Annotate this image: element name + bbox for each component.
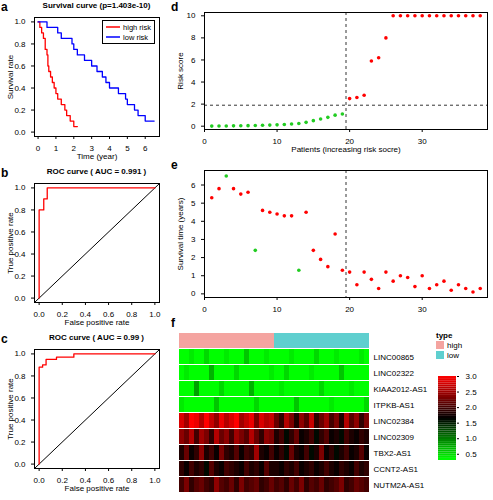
svg-text:30: 30 — [418, 137, 427, 146]
svg-text:0.0: 0.0 — [14, 128, 26, 137]
svg-text:0.8: 0.8 — [126, 476, 138, 486]
svg-text:1: 1 — [191, 271, 196, 280]
svg-text:0.2: 0.2 — [56, 476, 68, 486]
svg-text:1.0: 1.0 — [149, 310, 161, 319]
html-text:b: b — [1, 166, 9, 180]
svg-text:True positive rate: True positive rate — [6, 212, 15, 274]
svg-text:10: 10 — [187, 11, 196, 20]
svg-text:Patients (increasing risk socr: Patients (increasing risk socre) — [291, 145, 401, 154]
svg-text:0.6: 0.6 — [14, 228, 26, 237]
svg-text:10: 10 — [273, 137, 282, 146]
svg-text:LINC00865: LINC00865 — [374, 353, 415, 362]
svg-text:0.6: 0.6 — [103, 310, 115, 320]
svg-text:0.2: 0.2 — [14, 106, 26, 115]
html-text:Survival curve (p=1.403e-10): Survival curve (p=1.403e-10) — [42, 1, 151, 10]
svg-text:20: 20 — [345, 305, 354, 314]
html-text:ROC curve ( AUC = 0.99 ): ROC curve ( AUC = 0.99 ) — [49, 333, 144, 342]
svg-text:20: 20 — [345, 137, 355, 147]
html-text:a: a — [1, 0, 8, 14]
html-text:high risk: high risk — [123, 22, 151, 32]
html-text:c: c — [1, 332, 8, 346]
svg-text:1.0: 1.0 — [14, 349, 26, 358]
svg-text:0.6: 0.6 — [14, 394, 26, 403]
html-text:ROC curve ( AUC = 0.991 ): ROC curve ( AUC = 0.991 ) — [46, 167, 147, 176]
svg-text:0.0: 0.0 — [14, 460, 26, 469]
svg-text:0.0: 0.0 — [34, 476, 46, 485]
svg-text:0.4: 0.4 — [79, 310, 91, 320]
svg-text:6: 6 — [191, 56, 196, 65]
svg-text:0.8: 0.8 — [126, 310, 138, 320]
svg-text:0.5: 0.5 — [466, 450, 478, 459]
svg-text:0.2: 0.2 — [56, 310, 68, 320]
svg-text:Survival time (years): Survival time (years) — [176, 197, 185, 270]
svg-text:0.8: 0.8 — [14, 372, 26, 381]
svg-text:0.0: 0.0 — [34, 310, 46, 319]
html-text:f: f — [171, 316, 175, 330]
svg-text:ITPKB-AS1: ITPKB-AS1 — [374, 401, 415, 410]
svg-text:0.4: 0.4 — [14, 250, 26, 259]
svg-text:3: 3 — [191, 235, 196, 244]
svg-text:1.5: 1.5 — [466, 419, 478, 428]
svg-text:6: 6 — [143, 144, 148, 153]
html-text:high: high — [447, 340, 463, 350]
svg-text:Survival rate: Survival rate — [6, 54, 15, 99]
html-text:e: e — [171, 158, 178, 172]
svg-text:1: 1 — [54, 144, 59, 153]
svg-text:LINC02322: LINC02322 — [374, 369, 415, 378]
svg-text:False positive rate: False positive rate — [65, 318, 130, 327]
svg-text:TBX2-AS1: TBX2-AS1 — [374, 449, 412, 458]
svg-text:NUTM2A-AS1: NUTM2A-AS1 — [374, 481, 425, 490]
svg-text:4: 4 — [107, 144, 112, 154]
svg-text:6: 6 — [191, 181, 196, 190]
svg-text:1.0: 1.0 — [149, 476, 161, 485]
svg-text:5: 5 — [125, 144, 130, 153]
svg-text:CCNT2-AS1: CCNT2-AS1 — [374, 465, 419, 474]
svg-text:1.0: 1.0 — [466, 434, 478, 443]
svg-text:LINC02384: LINC02384 — [374, 417, 415, 426]
svg-text:0.6: 0.6 — [14, 62, 26, 71]
svg-text:0: 0 — [202, 137, 207, 146]
svg-text:2.0: 2.0 — [466, 403, 478, 412]
svg-text:3.0: 3.0 — [466, 372, 478, 381]
svg-text:4: 4 — [191, 78, 196, 87]
svg-text:30: 30 — [418, 305, 427, 314]
svg-text:Time (year): Time (year) — [77, 152, 118, 161]
svg-text:1.0: 1.0 — [14, 17, 26, 26]
html-text:type: type — [436, 330, 453, 340]
svg-text:0.6: 0.6 — [103, 476, 115, 486]
svg-text:0: 0 — [191, 289, 196, 298]
svg-text:Risk score: Risk score — [176, 52, 185, 90]
svg-text:0.2: 0.2 — [14, 438, 26, 447]
html-text:low risk: low risk — [123, 32, 149, 42]
svg-text:2.5: 2.5 — [466, 388, 478, 397]
svg-text:0.4: 0.4 — [14, 416, 26, 425]
svg-text:0: 0 — [202, 305, 207, 314]
svg-text:4: 4 — [191, 217, 196, 226]
svg-text:0.4: 0.4 — [14, 84, 26, 93]
svg-text:1.0: 1.0 — [14, 183, 26, 192]
svg-text:10: 10 — [273, 305, 282, 314]
svg-text:0.8: 0.8 — [14, 206, 26, 215]
svg-text:0.8: 0.8 — [14, 40, 26, 49]
svg-text:0.2: 0.2 — [14, 272, 26, 281]
svg-text:0: 0 — [191, 122, 196, 131]
svg-text:False positive rate: False positive rate — [65, 484, 130, 493]
svg-text:LINC02309: LINC02309 — [374, 433, 415, 442]
svg-text:2: 2 — [71, 144, 76, 154]
html-text:d: d — [171, 0, 179, 14]
svg-text:8: 8 — [191, 33, 196, 42]
html-text:low: low — [447, 350, 459, 360]
svg-text:2: 2 — [191, 253, 196, 262]
svg-text:5: 5 — [191, 199, 196, 208]
svg-text:0: 0 — [36, 144, 41, 153]
svg-text:0.0: 0.0 — [14, 294, 26, 303]
svg-text:0.4: 0.4 — [79, 476, 91, 486]
svg-text:True positive rate: True positive rate — [6, 378, 15, 440]
svg-text:2: 2 — [191, 100, 196, 109]
svg-text:KIAA2012-AS1: KIAA2012-AS1 — [374, 385, 428, 394]
svg-text:3: 3 — [89, 144, 94, 154]
